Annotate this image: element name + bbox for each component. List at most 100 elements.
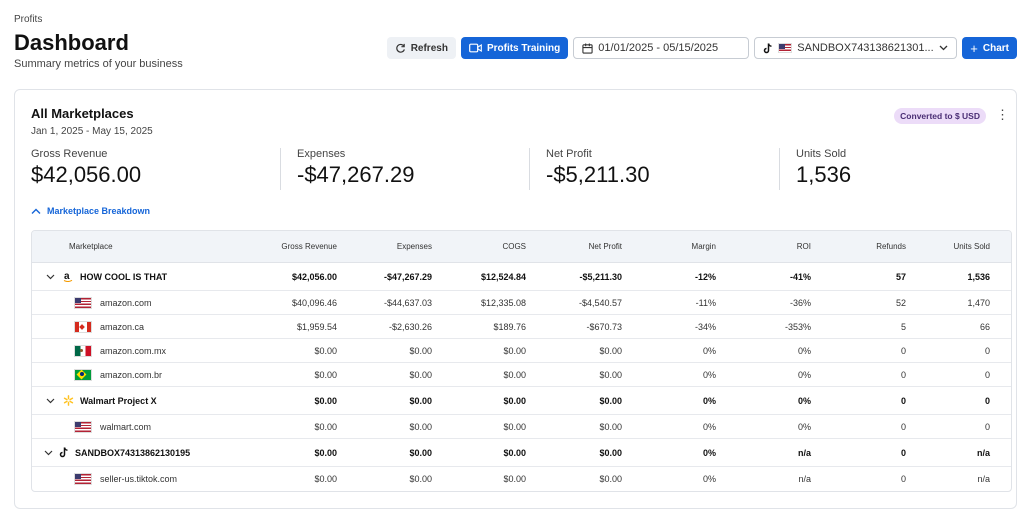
col-margin[interactable]: Margin <box>691 242 716 251</box>
cell-expenses: $0.00 <box>409 369 432 380</box>
us-flag-icon <box>74 473 92 485</box>
metric-label: Expenses <box>297 148 346 160</box>
col-units-sold[interactable]: Units Sold <box>953 242 990 251</box>
cell-roi: 0% <box>797 345 811 356</box>
page-title: Dashboard <box>14 30 129 55</box>
plus-icon: + <box>970 40 978 56</box>
cell-cogs: $0.00 <box>503 395 526 406</box>
cell-cogs: $0.00 <box>503 421 526 432</box>
date-range-value: 01/01/2025 - 05/15/2025 <box>598 42 719 54</box>
cell-refunds: 52 <box>895 297 906 308</box>
store-selector-value: SANDBOX743138621301... <box>797 42 934 54</box>
chevron-down-icon[interactable] <box>44 398 56 404</box>
cell-units-sold: 0 <box>984 369 990 380</box>
br-flag-icon <box>74 368 92 381</box>
cell-refunds: 5 <box>900 321 906 332</box>
table-body: a HOW COOL IS THAT $42,056.00 -$47,267.29 $1… <box>32 263 1011 491</box>
metric-net-profit: Net Profit -$5,211.30 <box>529 148 779 190</box>
cell-units-sold: 66 <box>979 321 990 332</box>
metric-value: $42,056.00 <box>31 162 142 187</box>
marketplace-name-cell: amazon.ca <box>32 320 190 333</box>
cell-roi: n/a <box>797 447 811 458</box>
cell-refunds: 0 <box>900 369 906 380</box>
marketplace-name: amazon.com <box>100 297 152 308</box>
marketplace-table: Marketplace Gross Revenue Expenses COGS … <box>31 230 1012 492</box>
col-roi[interactable]: ROI <box>796 242 811 251</box>
cell-net-profit: $0.00 <box>599 395 622 406</box>
add-chart-button[interactable]: + Chart <box>962 37 1017 59</box>
cell-refunds: 57 <box>895 271 906 282</box>
marketplace-name-cell: amazon.com.br <box>32 368 190 381</box>
more-options-icon[interactable]: ⋮ <box>996 107 1009 122</box>
table-group-row[interactable]: Walmart Project X $0.00 $0.00 $0.00 $0.00 0% 0… <box>32 387 1011 415</box>
tiktok-icon <box>59 447 69 458</box>
col-net-profit[interactable]: Net Profit <box>588 242 622 251</box>
store-selector[interactable]: SANDBOX743138621301... <box>754 37 958 59</box>
cell-roi: -353% <box>784 321 811 332</box>
table-group-row[interactable]: SANDBOX7431386213019584302 $0.00 $0.00 $0.0… <box>32 439 1011 467</box>
cell-gross-revenue: $0.00 <box>314 421 337 432</box>
ca-flag-icon <box>74 320 92 333</box>
cell-net-profit: $0.00 <box>599 474 622 484</box>
metric-label: Net Profit <box>546 148 592 160</box>
cell-gross-revenue: $0.00 <box>314 474 337 484</box>
cell-margin: 0% <box>702 369 716 380</box>
marketplace-name: amazon.com.br <box>100 369 163 380</box>
date-range-picker[interactable]: 01/01/2025 - 05/15/2025 <box>573 37 750 59</box>
chevron-down-icon <box>939 45 948 51</box>
table-group-row[interactable]: a HOW COOL IS THAT $42,056.00 -$47,267.29 $1… <box>32 263 1011 291</box>
walmart-spark-icon <box>62 395 74 406</box>
cell-margin: -11% <box>695 297 716 308</box>
us-flag-icon <box>778 43 793 53</box>
cell-net-profit: -$670.73 <box>586 321 622 332</box>
col-cogs[interactable]: COGS <box>502 242 526 251</box>
marketplace-name-cell: amazon.com.mx <box>32 344 190 357</box>
cell-expenses: -$44,637.03 <box>383 297 432 308</box>
cell-roi: 0% <box>797 369 811 380</box>
cell-cogs: $0.00 <box>503 345 526 356</box>
marketplace-breakdown-toggle[interactable]: Marketplace Breakdown <box>31 206 150 216</box>
group-name: HOW COOL IS THAT <box>80 271 168 282</box>
group-name-cell: SANDBOX7431386213019584302 <box>32 447 190 458</box>
cell-roi: -41% <box>789 271 811 282</box>
col-expenses[interactable]: Expenses <box>396 242 432 251</box>
table-row: amazon.ca $1,959.54 -$2,630.26 $189.76 -$670… <box>32 315 1011 339</box>
metric-gross-revenue: Gross Revenue $42,056.00 <box>31 148 281 190</box>
cell-gross-revenue: $0.00 <box>314 369 337 380</box>
cell-gross-revenue: $0.00 <box>314 395 337 406</box>
marketplace-name-cell: seller-us.tiktok.com <box>32 473 190 485</box>
metric-value: 1,536 <box>796 162 852 187</box>
cell-refunds: 0 <box>900 345 906 356</box>
us-flag-icon <box>74 296 92 309</box>
marketplace-name: amazon.com.mx <box>100 345 167 356</box>
cell-expenses: $0.00 <box>409 474 432 484</box>
cell-units-sold: 1,536 <box>967 271 990 282</box>
cell-units-sold: 0 <box>984 345 990 356</box>
marketplace-name: walmart.com <box>100 421 152 432</box>
table-row: amazon.com.mx $0.00 $0.00 $0.00 $0.00 0% 0% 0 0 <box>32 339 1011 363</box>
col-gross-revenue[interactable]: Gross Revenue <box>281 242 337 251</box>
metric-value: -$5,211.30 <box>546 162 650 187</box>
chevron-down-icon[interactable] <box>44 274 56 280</box>
chevron-up-icon <box>31 208 41 215</box>
cell-refunds: 0 <box>900 474 906 484</box>
cell-expenses: $0.00 <box>409 345 432 356</box>
svg-text:a: a <box>64 271 70 282</box>
cell-net-profit: -$5,211.30 <box>579 271 622 282</box>
cell-refunds: 0 <box>900 447 906 458</box>
cell-net-profit: $0.00 <box>599 421 622 432</box>
metric-label: Gross Revenue <box>31 148 108 160</box>
cell-expenses: $0.00 <box>409 395 432 406</box>
profits-training-button[interactable]: Profits Training <box>460 37 569 59</box>
breadcrumb[interactable]: Profits <box>14 14 43 25</box>
profits-training-label: Profits Training <box>486 42 561 54</box>
col-refunds[interactable]: Refunds <box>876 242 906 251</box>
cell-expenses: $0.00 <box>409 421 432 432</box>
refresh-button[interactable]: Refresh <box>386 37 456 59</box>
col-marketplace[interactable]: Marketplace <box>69 242 113 251</box>
cell-cogs: $0.00 <box>503 474 526 484</box>
cell-gross-revenue: $0.00 <box>314 447 337 458</box>
cell-margin: 0% <box>702 474 716 484</box>
chevron-down-icon[interactable] <box>44 450 53 456</box>
currency-badge: Converted to $ USD <box>894 108 986 124</box>
